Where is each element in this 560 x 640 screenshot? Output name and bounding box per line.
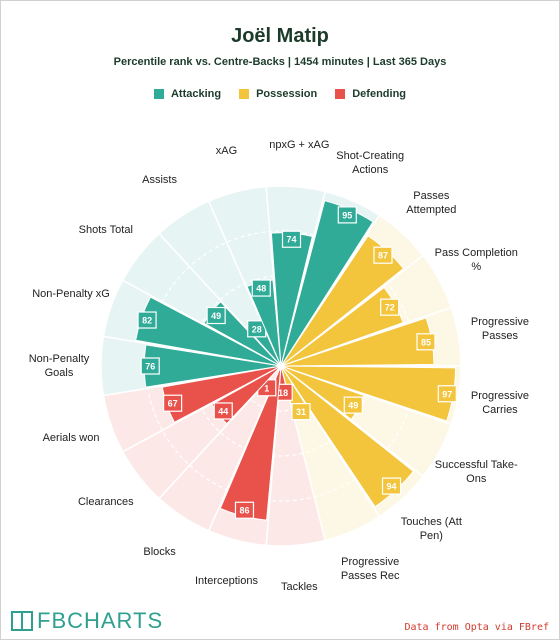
value-label: 85	[421, 337, 431, 347]
category-label: Interceptions	[195, 575, 258, 588]
value-label: 31	[296, 407, 306, 417]
value-label: 74	[286, 235, 296, 245]
value-label-box	[373, 246, 393, 264]
value-label-box	[140, 357, 160, 375]
value-label: 95	[342, 210, 352, 220]
legend-swatch	[335, 89, 346, 99]
value-label-box	[251, 279, 271, 297]
legend-item: Defending	[335, 88, 406, 100]
value-label-box	[437, 385, 457, 403]
value-label: 94	[387, 482, 397, 492]
category-label: Assists	[142, 174, 177, 187]
category-label: xAG	[215, 144, 238, 157]
value-label-box	[337, 206, 357, 224]
value-label: 87	[378, 251, 388, 261]
value-label: 49	[348, 401, 358, 411]
value-label: 28	[252, 324, 262, 334]
category-label: Touches (Att Pen)	[400, 516, 462, 543]
legend-item: Attacking	[153, 88, 222, 100]
chart-title: Joël Matip	[231, 25, 329, 47]
value-label: 49	[211, 311, 221, 321]
category-label: Progressive Passes Rec	[340, 556, 400, 583]
logo: FBCHARTS	[11, 608, 163, 634]
value-label-box	[206, 306, 226, 325]
chart-subtitle: Percentile rank vs. Centre-Backs | 1454 …	[113, 56, 447, 68]
value-label: 76	[145, 362, 155, 372]
category-label: Clearances	[77, 496, 134, 509]
category-label: Shot-Creating Actions	[336, 149, 405, 176]
value-label: 97	[442, 389, 452, 399]
value-label-box	[163, 394, 183, 412]
source-note: Data from Opta via FBref	[404, 622, 550, 633]
category-label: Blocks	[143, 545, 176, 558]
value-label-box	[380, 298, 400, 316]
category-label: npxG + xAG	[269, 138, 330, 151]
value-label: 72	[385, 303, 395, 313]
category-label: Aerials won	[42, 432, 100, 445]
legend-label: Attacking	[170, 88, 222, 100]
category-label: Passes Attempted	[406, 189, 457, 216]
value-label-box	[281, 230, 302, 248]
value-label-box	[291, 403, 311, 421]
value-label-box	[381, 477, 402, 495]
logo-text: FBCHARTS	[37, 608, 164, 633]
value-label-box	[137, 311, 157, 329]
logo-icon	[11, 611, 33, 631]
legend-item: Possession	[239, 88, 317, 100]
category-label: Progressive Passes	[470, 316, 529, 343]
value-label: 18	[278, 388, 288, 398]
value-label: 48	[256, 284, 266, 294]
category-label: Tackles	[280, 581, 318, 594]
legend-swatch	[239, 89, 250, 99]
category-label: Progressive Carries	[470, 389, 529, 416]
category-label: Non-Penalty Goals	[28, 353, 90, 379]
legend-label: Possession	[256, 88, 318, 100]
value-label-box	[213, 402, 233, 420]
value-label-box	[234, 501, 255, 519]
value-label: 67	[168, 399, 178, 409]
value-label: 1	[264, 383, 269, 393]
category-label: Shots Total	[78, 223, 133, 236]
value-label: 44	[218, 406, 228, 416]
legend-label: Defending	[352, 88, 407, 100]
legend-swatch	[153, 89, 164, 99]
legend: Attacking Possession Defending	[1, 88, 559, 100]
value-label-box	[416, 333, 436, 351]
category-label: Successful Take-Ons	[434, 458, 518, 485]
category-label: Non-Penalty xG	[32, 287, 110, 300]
value-label: 86	[239, 506, 249, 516]
category-label: Pass Completion %	[434, 247, 518, 274]
value-label: 82	[142, 316, 152, 326]
value-label-box	[343, 396, 363, 414]
